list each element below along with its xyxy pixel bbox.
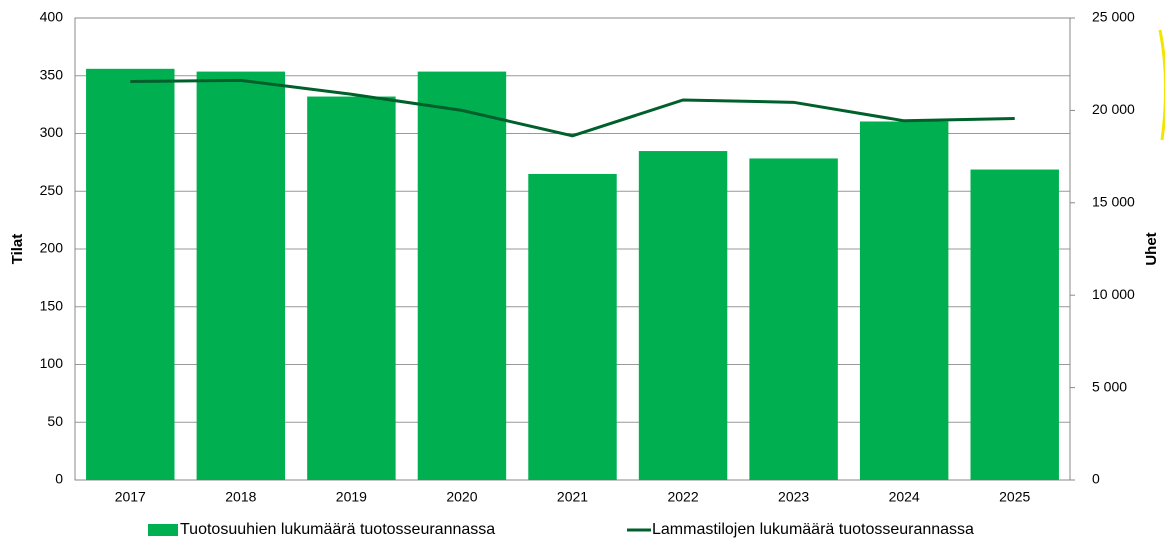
bar [196, 71, 286, 480]
x-tick-label: 2018 [225, 489, 256, 505]
legend-swatch [148, 524, 178, 536]
x-tick-label: 2021 [557, 489, 588, 505]
y-tick-label: 300 [40, 124, 64, 140]
y-tick-label: 100 [40, 355, 64, 371]
legend-label: Lammastilojen lukumäärä tuotosseurannass… [652, 521, 974, 538]
bar [970, 169, 1059, 480]
bar [417, 71, 507, 480]
y-tick-label: 200 [40, 240, 64, 256]
y-axis-title: Tilat [9, 234, 26, 265]
bar [638, 151, 728, 480]
bar [307, 96, 396, 480]
bar [749, 158, 838, 480]
x-tick-label: 2023 [778, 489, 809, 505]
bar [86, 68, 175, 480]
y2-tick-label: 5 000 [1092, 378, 1127, 394]
x-tick-label: 2020 [446, 489, 477, 505]
y-tick-label: 0 [55, 471, 63, 487]
x-tick-label: 2025 [999, 489, 1030, 505]
bar [859, 121, 949, 480]
y2-tick-label: 0 [1092, 471, 1100, 487]
x-tick-label: 2019 [336, 489, 367, 505]
x-tick-label: 2024 [889, 489, 920, 505]
y-tick-label: 150 [40, 297, 64, 313]
y-tick-label: 50 [47, 413, 63, 429]
y2-tick-label: 15 000 [1092, 194, 1135, 210]
y2-tick-label: 20 000 [1092, 101, 1135, 117]
y-tick-label: 350 [40, 66, 64, 82]
y2-axis-title: Uhet [1143, 232, 1160, 265]
bar [528, 173, 617, 481]
legend-label: Tuotosuuhien lukumäärä tuotosseurannassa [180, 521, 495, 538]
y2-tick-label: 10 000 [1092, 286, 1135, 302]
x-tick-label: 2022 [667, 489, 698, 505]
y-tick-label: 250 [40, 182, 64, 198]
line [130, 78, 1015, 138]
y2-tick-label: 25 000 [1092, 9, 1135, 25]
decoration [1158, 29, 1165, 141]
x-tick-label: 2017 [115, 489, 146, 505]
y-tick-label: 400 [40, 9, 64, 25]
